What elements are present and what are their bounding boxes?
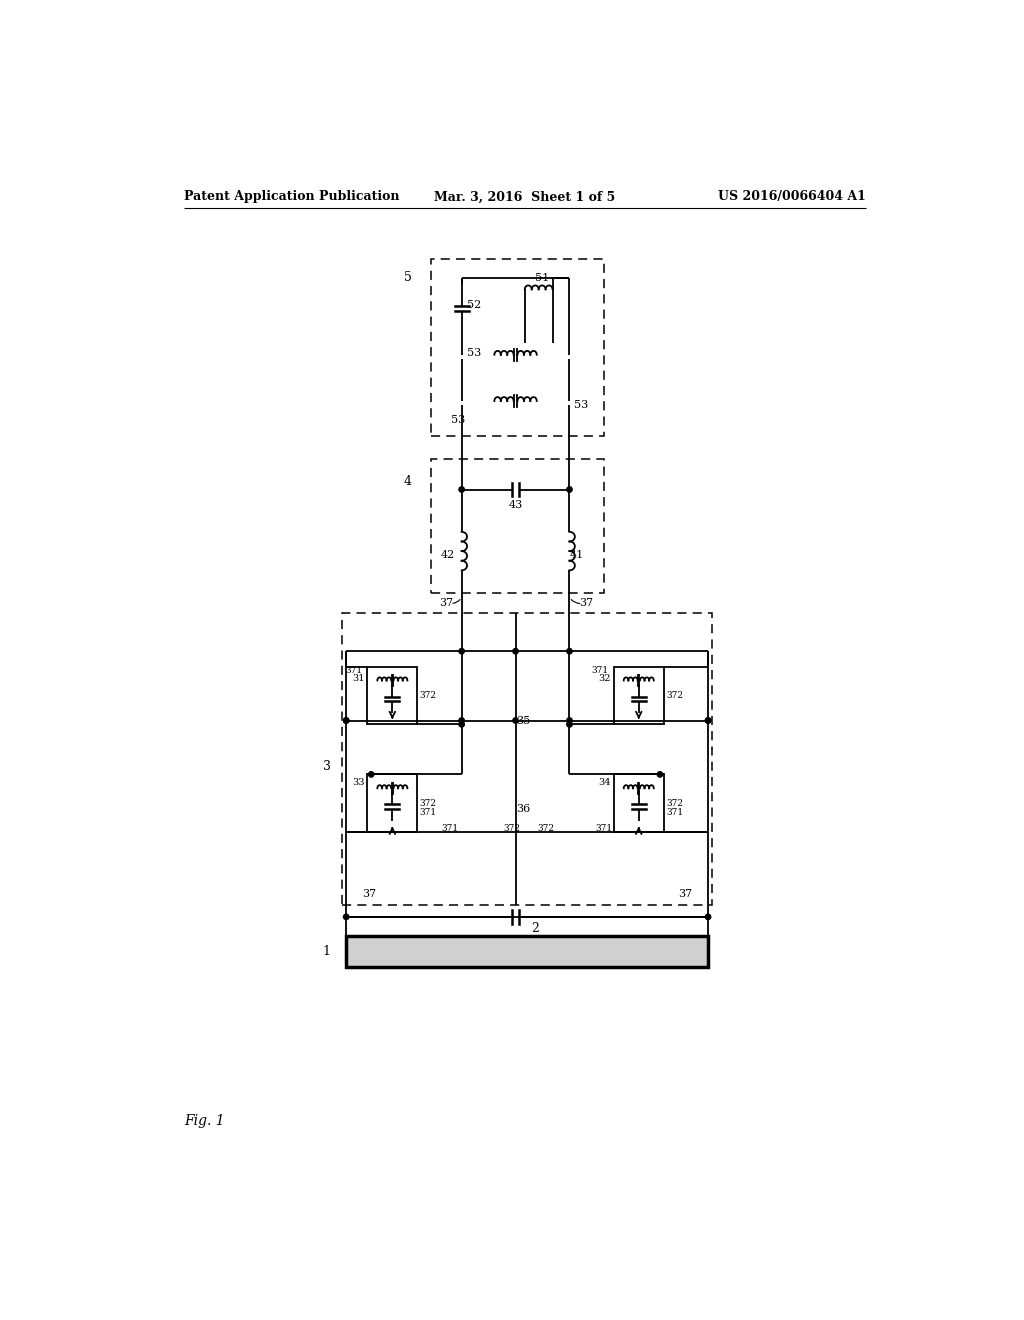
- Text: 41: 41: [570, 550, 585, 560]
- Circle shape: [657, 772, 663, 777]
- Text: 372: 372: [503, 824, 520, 833]
- Circle shape: [706, 718, 711, 723]
- Text: 371: 371: [420, 808, 436, 817]
- Text: 31: 31: [352, 673, 365, 682]
- Text: 37: 37: [580, 598, 594, 609]
- Text: Fig. 1: Fig. 1: [184, 1114, 225, 1127]
- Text: 5: 5: [403, 271, 412, 284]
- Text: 371: 371: [596, 824, 612, 833]
- Text: 43: 43: [509, 500, 522, 510]
- Text: 2: 2: [530, 921, 539, 935]
- Bar: [431, 259, 604, 436]
- Circle shape: [343, 915, 349, 920]
- Text: US 2016/0066404 A1: US 2016/0066404 A1: [718, 190, 866, 203]
- Circle shape: [513, 648, 518, 653]
- Circle shape: [566, 487, 572, 492]
- Text: 371: 371: [345, 667, 362, 675]
- Text: 33: 33: [352, 777, 365, 787]
- Circle shape: [369, 772, 374, 777]
- Circle shape: [706, 915, 711, 920]
- Circle shape: [459, 722, 464, 727]
- Text: 37: 37: [678, 888, 692, 899]
- Circle shape: [566, 722, 572, 727]
- Text: 53: 53: [573, 400, 588, 409]
- Text: 372: 372: [666, 692, 683, 701]
- Text: Mar. 3, 2016  Sheet 1 of 5: Mar. 3, 2016 Sheet 1 of 5: [434, 190, 615, 203]
- Bar: [346, 936, 708, 966]
- Bar: [342, 612, 712, 906]
- Text: 372: 372: [538, 824, 555, 833]
- Text: 371: 371: [441, 824, 459, 833]
- Text: 372: 372: [420, 692, 436, 701]
- Text: 1: 1: [323, 945, 331, 958]
- Text: 37: 37: [439, 598, 454, 609]
- Bar: [613, 775, 664, 832]
- Text: 53: 53: [467, 348, 481, 358]
- Text: 372: 372: [420, 799, 436, 808]
- Text: 52: 52: [467, 300, 481, 310]
- Text: 371: 371: [591, 667, 608, 675]
- Text: 34: 34: [598, 777, 610, 787]
- Bar: [368, 667, 418, 725]
- Circle shape: [459, 648, 464, 653]
- Circle shape: [513, 718, 518, 723]
- Text: 37: 37: [362, 888, 377, 899]
- Circle shape: [566, 648, 572, 653]
- Text: 371: 371: [666, 808, 683, 817]
- Bar: [368, 775, 418, 832]
- Circle shape: [343, 718, 349, 723]
- Text: 53: 53: [451, 416, 465, 425]
- Circle shape: [566, 718, 572, 723]
- Bar: [613, 667, 664, 725]
- Text: 36: 36: [516, 804, 530, 814]
- Text: 51: 51: [536, 273, 550, 282]
- Text: 35: 35: [516, 715, 530, 726]
- Text: Patent Application Publication: Patent Application Publication: [184, 190, 400, 203]
- Text: 372: 372: [666, 799, 683, 808]
- Text: 42: 42: [440, 550, 455, 560]
- Circle shape: [459, 487, 464, 492]
- Circle shape: [706, 718, 711, 723]
- Bar: [431, 459, 604, 594]
- Text: 3: 3: [323, 760, 331, 774]
- Circle shape: [343, 718, 349, 723]
- Circle shape: [459, 718, 464, 723]
- Text: 32: 32: [598, 673, 610, 682]
- Text: 4: 4: [403, 475, 412, 488]
